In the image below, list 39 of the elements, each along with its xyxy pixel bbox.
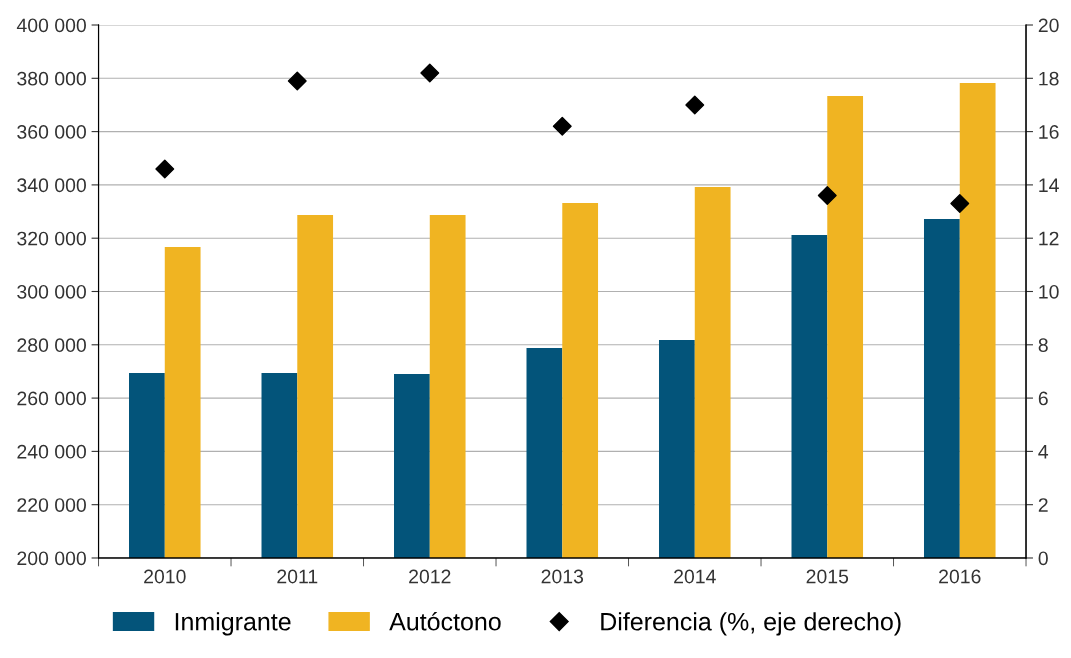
point [817,186,837,206]
y-tick-label: 200 000 [17,551,86,566]
y-tick-label: 220 000 [17,498,86,512]
x-tick-label: 2011 [277,569,318,584]
y-tick-label: 300 000 [17,284,86,299]
y-tick-label: 400 000 [16,18,86,33]
y-tick-label: 240 000 [17,444,86,459]
x-tick-label: 2013 [541,569,584,584]
y2-tick-label: 2 [1038,498,1048,512]
point [155,159,175,179]
y-tick-label: 280 000 [17,338,86,353]
y2-tick-label: 6 [1038,391,1048,406]
y-tick-label: 360 000 [17,125,86,139]
x-tick-label: 2010 [144,569,186,584]
y-tick-label: 380 000 [17,71,86,86]
point [685,95,705,115]
y2-tick-label: 18 [1039,71,1059,86]
point [552,116,572,136]
y2-tick-label: 8 [1038,338,1048,353]
x-tick-label: 2014 [674,569,716,584]
y2-tick-label: 0 [1038,551,1048,566]
y2-tick-label: 10 [1039,284,1059,299]
point [287,71,307,91]
legend-label: Autóctono [389,611,501,631]
y-tick-label: 260 000 [17,391,86,406]
y-tick-label: 320 000 [17,231,86,246]
y2-tick-label: 12 [1039,231,1059,246]
legend-label: Diferencia (%, eje derecho) [601,612,901,636]
x-tick-label: 2015 [806,569,849,584]
point [950,194,970,214]
x-tick-label: 2016 [939,569,981,584]
y2-tick-label: 14 [1039,178,1059,192]
y2-tick-label: 16 [1039,125,1059,139]
x-tick-label: 2012 [409,569,451,584]
y2-tick-label: 20 [1038,18,1059,33]
legend-label: Inmigrante [175,612,291,636]
point [420,63,440,83]
y-tick-label: 340 000 [17,178,86,193]
y2-tick-label: 4 [1038,445,1049,459]
